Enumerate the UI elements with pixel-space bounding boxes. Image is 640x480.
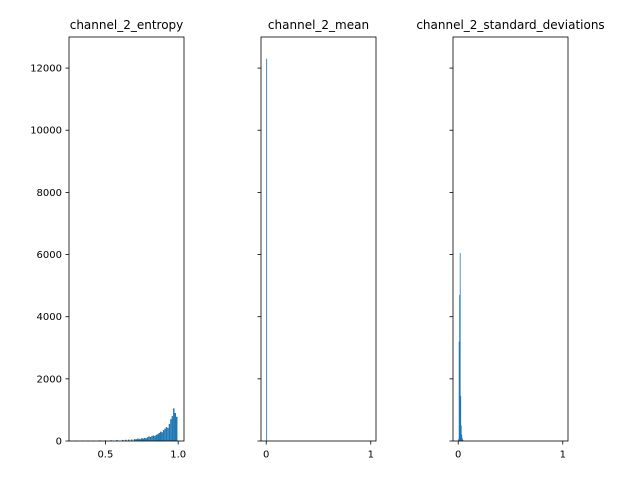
histogram-bar — [149, 436, 152, 441]
histogram-bar — [142, 438, 144, 441]
histogram-bar — [125, 439, 127, 441]
histogram-bar — [462, 439, 464, 441]
histogram-bar — [460, 425, 462, 441]
x-tick-label: 0 — [263, 450, 269, 461]
x-tick-label: 0.5 — [97, 450, 113, 461]
histogram-bar — [145, 438, 147, 441]
histogram-bar — [175, 416, 178, 441]
y-tick-label: 8000 — [37, 188, 62, 199]
histogram-bar — [136, 438, 139, 441]
histogram-bar — [458, 439, 460, 441]
histogram-bar — [151, 436, 153, 441]
y-tick-label: 10000 — [30, 126, 62, 137]
entropy-chart-title: channel_2_entropy — [70, 18, 184, 32]
histogram-bar — [459, 252, 461, 441]
x-tick-label: 1.0 — [170, 450, 186, 461]
std-chart-title: channel_2_standard_deviations — [416, 18, 604, 32]
histogram-bar — [141, 438, 143, 441]
histogram-bar — [135, 439, 137, 441]
histogram-bar — [161, 432, 163, 441]
histogram-bar — [122, 439, 124, 441]
histogram-bar — [460, 395, 462, 441]
y-tick-label: 6000 — [37, 250, 62, 261]
y-tick-label: 12000 — [30, 64, 62, 75]
entropy-x-ticks: 0.5 1.0 — [97, 441, 186, 461]
histogram-bar — [152, 435, 155, 441]
histogram-bar — [133, 439, 136, 441]
histogram-bar — [130, 439, 133, 441]
entropy-y-ticks: 0 2000 4000 6000 8000 10000 12000 — [30, 64, 69, 448]
mean-bars — [266, 58, 268, 441]
histogram-bar — [266, 58, 268, 441]
histogram-bar — [139, 439, 142, 441]
histogram-bar — [168, 423, 171, 441]
histogram-bar — [461, 434, 463, 441]
x-tick-label: 1 — [368, 450, 374, 461]
x-tick-label: 0 — [455, 450, 461, 461]
entropy-bars — [75, 408, 178, 441]
histogram-bar — [138, 438, 140, 441]
histogram-bar — [461, 438, 463, 441]
histogram-bar — [459, 294, 461, 441]
histogram-bar — [164, 428, 166, 441]
x-tick-label: 1 — [560, 450, 566, 461]
histogram-bar — [173, 408, 175, 441]
histogram-bar — [458, 341, 460, 441]
histogram-bar — [165, 427, 168, 441]
histogram-bar — [155, 434, 158, 441]
histogram-bar — [158, 432, 160, 441]
histogram-bar — [171, 416, 174, 441]
histogram-bar — [159, 431, 162, 441]
std-bars — [458, 252, 464, 441]
y-tick-label: 2000 — [37, 374, 62, 385]
histogram-bar — [127, 439, 130, 441]
histogram-bar — [143, 437, 146, 441]
histogram-bar — [157, 434, 159, 441]
histogram-bar — [162, 430, 165, 441]
histogram-bar — [154, 436, 156, 441]
histogram-bar — [148, 436, 150, 441]
y-tick-label: 0 — [56, 437, 62, 448]
histogram-bar — [170, 419, 172, 441]
mean-chart-title: channel_2_mean — [268, 18, 369, 32]
histogram-bar — [174, 413, 176, 441]
std-y-ticks — [449, 67, 453, 442]
histogram-bar — [146, 437, 149, 441]
mean-axes-frame — [260, 36, 377, 442]
histogram-bar — [116, 440, 118, 441]
mean-y-ticks — [257, 67, 261, 442]
entropy-axes-frame — [68, 36, 185, 442]
y-tick-label: 4000 — [37, 312, 62, 323]
histogram-bar — [167, 427, 169, 441]
entropy-histogram-panel: 0.5 1.0 0 2000 4000 6000 8000 10000 12000 chann… — [30, 18, 186, 461]
std-axes-frame — [452, 36, 569, 442]
